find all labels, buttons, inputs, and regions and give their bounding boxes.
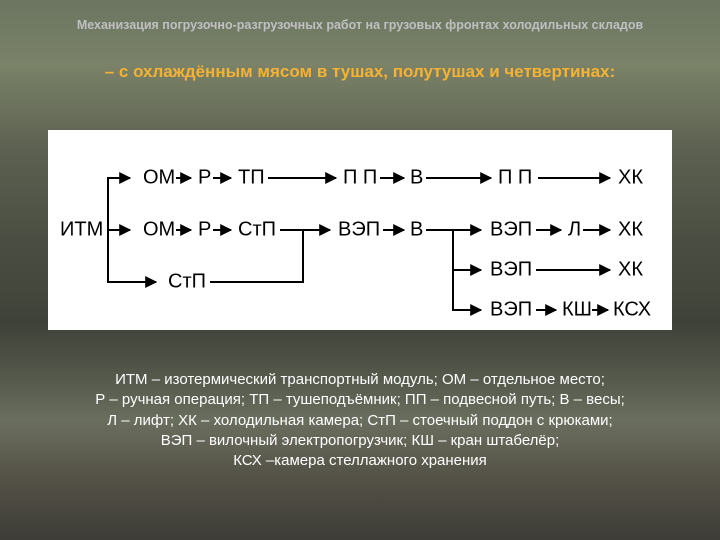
legend-line: Р – ручная операция; ТП – тушеподъёмник;…	[60, 390, 660, 410]
flow-node-om2: ОМ	[143, 218, 175, 240]
flow-node-itm: ИТМ	[60, 218, 103, 240]
flow-edge	[108, 178, 130, 230]
legend-line: КСХ –камера стеллажного хранения	[60, 451, 660, 471]
flow-node-hk1: ХК	[618, 166, 643, 188]
flow-node-ksh: КШ	[562, 298, 592, 320]
flow-node-r2: Р	[198, 218, 211, 240]
legend-line: ВЭП – вилочный электропогрузчик; КШ – кр…	[60, 431, 660, 451]
flow-node-hk3: ХК	[618, 258, 643, 280]
flow-node-pp1: П П	[343, 166, 377, 188]
slide: Механизация погрузочно-разгрузочных рабо…	[0, 0, 720, 540]
flow-node-l: Л	[568, 218, 581, 240]
flow-node-vep1: ВЭП	[338, 218, 380, 240]
legend-line: Л – лифт; ХК – холодильная камера; СтП –…	[60, 411, 660, 431]
flow-node-tp: ТП	[238, 166, 265, 188]
flow-node-v1: В	[410, 166, 423, 188]
subtitle: – с охлаждённым мясом в тушах, полутушах…	[0, 62, 720, 82]
flow-node-vep3: ВЭП	[490, 258, 532, 280]
flow-node-om1: ОМ	[143, 166, 175, 188]
flow-node-ksx: КСХ	[613, 298, 651, 320]
flowchart: ИТМ ОМ ОМ Р Р ТП СтП СтП П П ВЭП В В П П ВЭП ВЭП ВЭП Л КШ…	[48, 130, 672, 330]
flow-node-hk2: ХК	[618, 218, 643, 240]
legend: ИТМ – изотермический транспортный модуль…	[60, 370, 660, 471]
flow-node-vep2: ВЭП	[490, 218, 532, 240]
flow-node-stp2: СтП	[168, 270, 206, 292]
flow-node-pp2: П П	[498, 166, 532, 188]
flow-node-v2: В	[410, 218, 423, 240]
page-title: Механизация погрузочно-разгрузочных рабо…	[0, 18, 720, 32]
flow-node-r1: Р	[198, 166, 211, 188]
legend-line: ИТМ – изотермический транспортный модуль…	[60, 370, 660, 390]
flow-edge	[453, 230, 481, 270]
flow-node-vep4: ВЭП	[490, 298, 532, 320]
flow-node-stp1: СтП	[238, 218, 276, 240]
